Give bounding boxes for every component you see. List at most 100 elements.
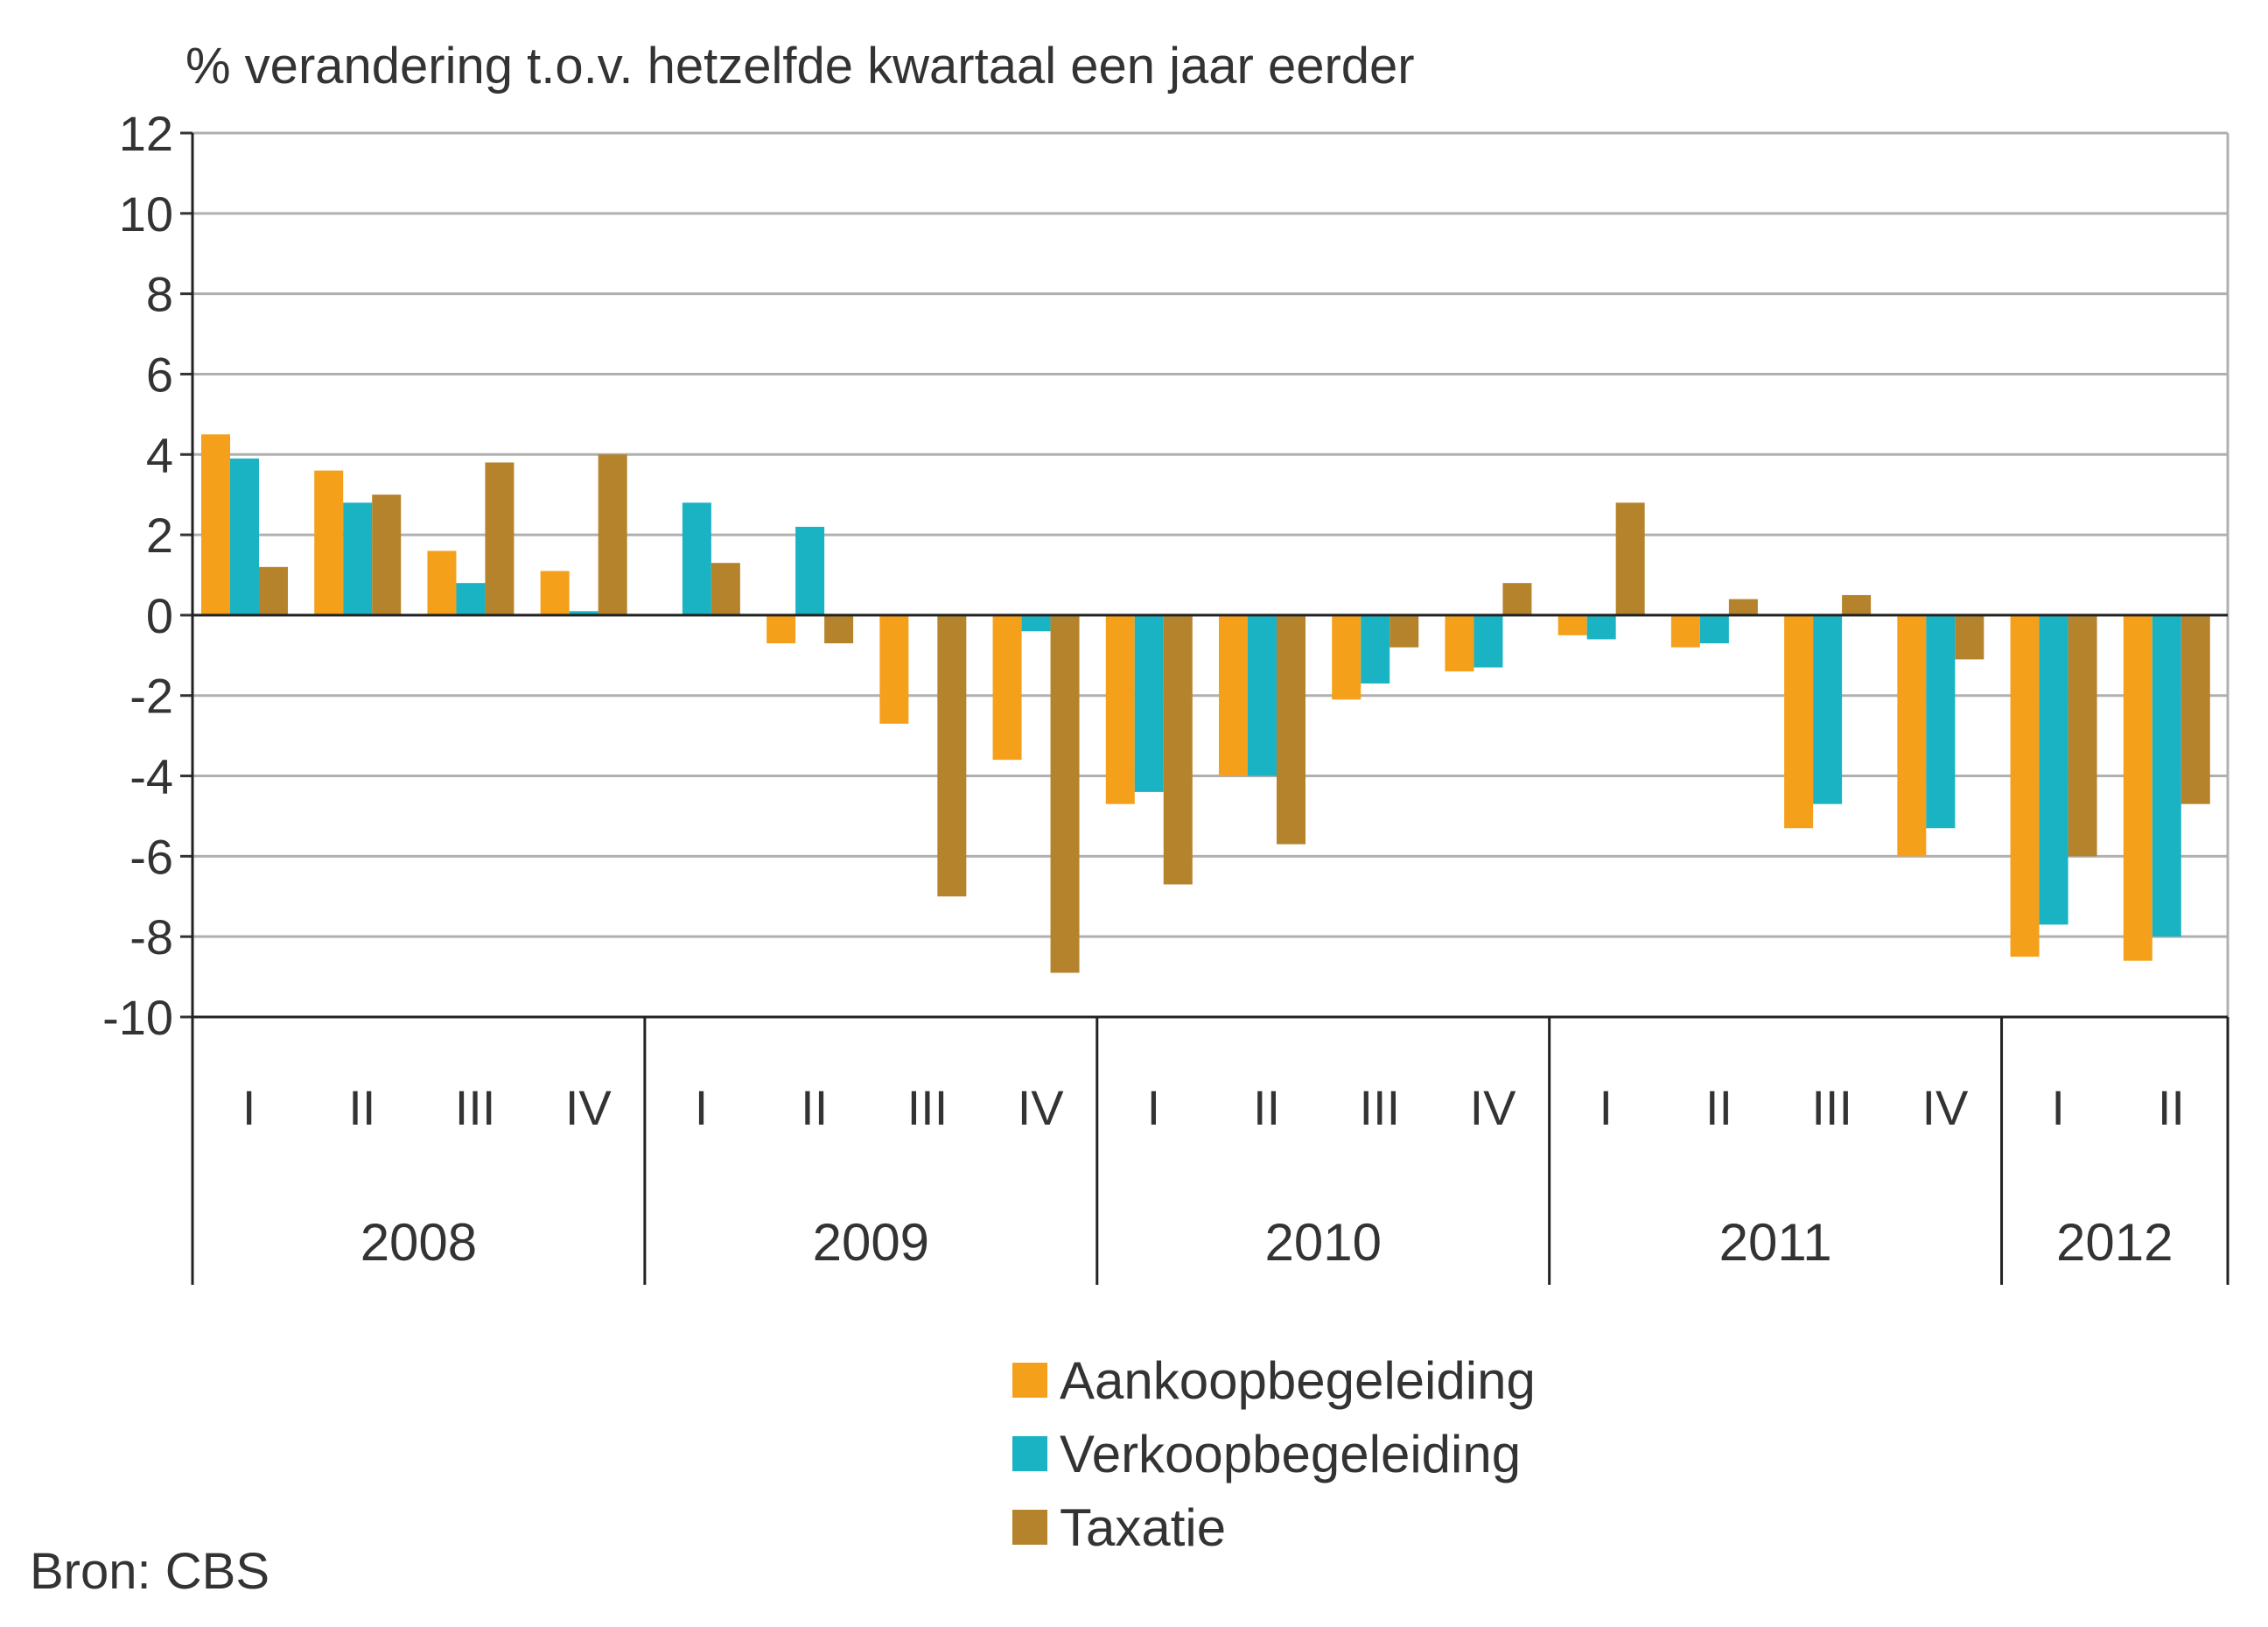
quarter-label: I [242, 1080, 256, 1135]
year-label: 2009 [813, 1213, 929, 1272]
bar-aankoopbegeleiding [540, 571, 570, 615]
bar-taxatie [1390, 614, 1419, 648]
bar-taxatie [1277, 614, 1306, 845]
bar-aankoopbegeleiding [1558, 614, 1587, 635]
legend-swatch [1012, 1510, 1047, 1545]
bar-aankoopbegeleiding [427, 551, 457, 615]
bar-taxatie [710, 563, 740, 615]
quarter-label: II [1705, 1080, 1732, 1135]
bar-verkoopbegeleiding [1361, 614, 1390, 684]
y-tick-label: 2 [146, 508, 173, 563]
bar-verkoopbegeleiding [682, 502, 711, 615]
bar-verkoopbegeleiding [1248, 614, 1277, 776]
bar-taxatie [1728, 599, 1758, 615]
quarter-label: II [801, 1080, 828, 1135]
year-label: 2008 [360, 1213, 477, 1272]
bar-verkoopbegeleiding [1021, 614, 1051, 632]
bar-taxatie [937, 614, 967, 897]
bar-aankoopbegeleiding [1219, 614, 1248, 776]
bar-aankoopbegeleiding [1105, 614, 1135, 804]
legend-swatch [1012, 1363, 1047, 1398]
y-tick-label: 0 [146, 588, 173, 643]
bar-verkoopbegeleiding [1813, 614, 1843, 804]
y-tick-label: 4 [146, 427, 173, 482]
quarter-label: IV [565, 1080, 612, 1135]
legend-item-taxatie: Taxatie [1012, 1490, 1536, 1564]
bar-taxatie [2180, 614, 2210, 804]
quarter-label: II [2158, 1080, 2185, 1135]
bar-aankoopbegeleiding [1784, 614, 1814, 829]
bar-taxatie [372, 494, 402, 615]
bar-taxatie [1163, 614, 1193, 885]
bar-verkoopbegeleiding [1699, 614, 1729, 644]
quarter-label: II [1253, 1080, 1280, 1135]
y-tick-label: -4 [130, 749, 173, 804]
y-tick-label: -8 [130, 909, 173, 964]
legend: Aankoopbegeleiding Verkoopbegeleiding Ta… [1012, 1343, 1536, 1564]
bar-aankoopbegeleiding [1897, 614, 1927, 857]
quarter-label: IV [1018, 1080, 1065, 1135]
bar-verkoopbegeleiding [343, 502, 373, 615]
quarter-label: I [695, 1080, 709, 1135]
chart-title: % verandering t.o.v. hetzelfde kwartaal … [186, 38, 1415, 95]
bar-aankoopbegeleiding [1445, 614, 1474, 672]
quarter-label: I [1599, 1080, 1613, 1135]
bar-verkoopbegeleiding [1586, 614, 1616, 640]
bar-verkoopbegeleiding [795, 526, 825, 615]
bar-taxatie [1615, 502, 1645, 615]
legend-label: Taxatie [1060, 1497, 1227, 1557]
bar-verkoopbegeleiding [230, 458, 259, 615]
quarter-label: I [2051, 1080, 2065, 1135]
bar-taxatie [1050, 614, 1080, 973]
quarter-label: III [1811, 1080, 1852, 1135]
year-label: 2010 [1264, 1213, 1381, 1272]
quarter-label: II [348, 1080, 375, 1135]
bar-verkoopbegeleiding [2039, 614, 2068, 925]
bar-verkoopbegeleiding [456, 583, 486, 615]
source-note: Bron: CBS [30, 1543, 270, 1600]
quarter-label: IV [1922, 1080, 1969, 1135]
bar-verkoopbegeleiding [1134, 614, 1164, 792]
quarter-label: III [455, 1080, 496, 1135]
bar-aankoopbegeleiding [1670, 614, 1700, 648]
quarter-label: I [1147, 1080, 1161, 1135]
quarter-label: III [1359, 1080, 1400, 1135]
bar-aankoopbegeleiding [992, 614, 1022, 761]
y-tick-label: -10 [102, 990, 173, 1045]
legend-label: Verkoopbegeleiding [1060, 1424, 1522, 1483]
y-tick-label: -2 [130, 669, 173, 724]
legend-item-verkoopbegeleiding: Verkoopbegeleiding [1012, 1417, 1536, 1490]
bar-taxatie [824, 614, 854, 644]
quarter-label: III [907, 1080, 948, 1135]
bar-taxatie [1842, 594, 1872, 615]
y-tick-label: 10 [119, 186, 173, 242]
y-tick-label: -6 [130, 829, 173, 884]
bar-verkoopbegeleiding [569, 611, 598, 615]
bar-aankoopbegeleiding [314, 470, 344, 615]
legend-label: Aankoopbegeleiding [1060, 1350, 1536, 1410]
y-tick-label: 12 [119, 106, 173, 161]
bar-verkoopbegeleiding [1474, 614, 1503, 668]
bar-verkoopbegeleiding [2152, 614, 2181, 937]
bar-taxatie [598, 454, 627, 615]
bar-aankoopbegeleiding [2123, 614, 2152, 961]
y-tick-label: 6 [146, 347, 173, 402]
legend-swatch [1012, 1436, 1047, 1471]
year-label: 2011 [1719, 1213, 1832, 1272]
bar-taxatie [1955, 614, 1984, 660]
legend-item-aankoopbegeleiding: Aankoopbegeleiding [1012, 1343, 1536, 1417]
year-label: 2012 [2056, 1213, 2173, 1272]
bar-aankoopbegeleiding [1332, 614, 1362, 700]
quarter-label: IV [1470, 1080, 1517, 1135]
bar-taxatie [2068, 614, 2097, 857]
bar-taxatie [1502, 583, 1532, 615]
bar-taxatie [259, 566, 288, 615]
bar-aankoopbegeleiding [766, 614, 796, 644]
bar-verkoopbegeleiding [1926, 614, 1956, 829]
bar-aankoopbegeleiding [201, 434, 230, 615]
bar-taxatie [485, 462, 514, 615]
bar-aankoopbegeleiding [2010, 614, 2040, 957]
y-tick-label: 8 [146, 267, 173, 322]
bar-aankoopbegeleiding [879, 614, 909, 724]
